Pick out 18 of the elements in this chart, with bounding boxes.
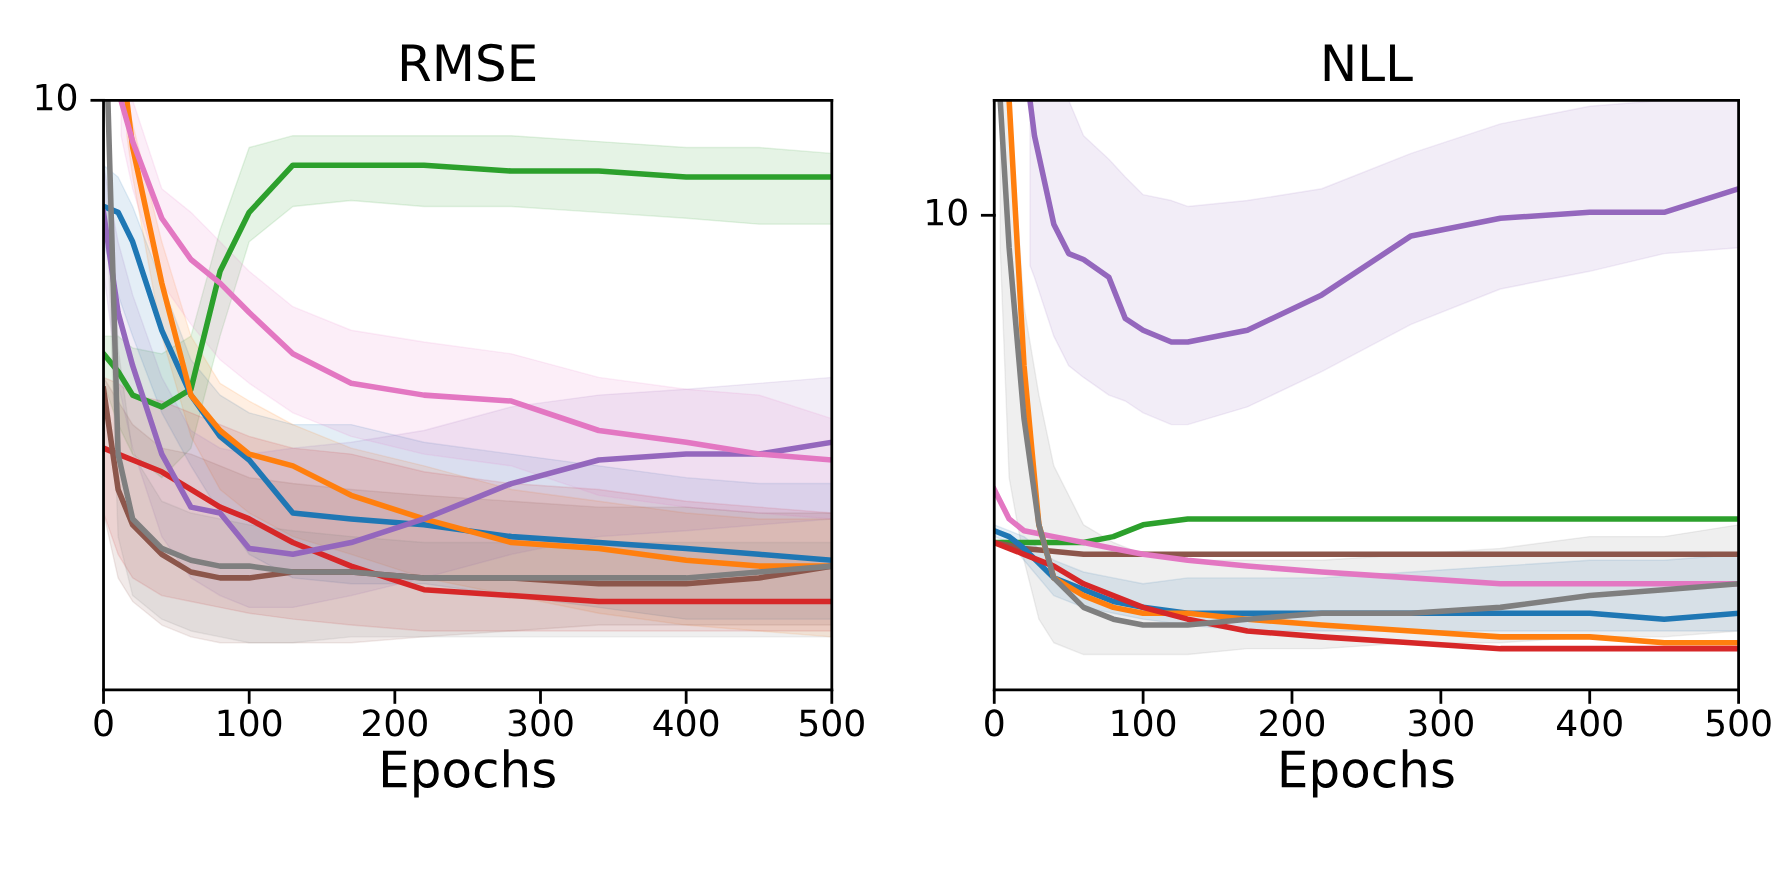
x-tick-label: 500 (1706, 709, 1771, 737)
x-tick-label: 0 (94, 709, 113, 737)
x-tick-label: 100 (1112, 709, 1176, 737)
x-tick-label: 400 (653, 709, 719, 737)
chart-title: RMSE (401, 43, 536, 82)
x-tick-label: 0 (985, 709, 1004, 737)
x-tick-label: 200 (1260, 709, 1325, 737)
x-axis-title: Epochs (383, 749, 555, 798)
chart-title: NLL (1324, 44, 1413, 81)
x-tick-label: 300 (1409, 709, 1473, 737)
x-tick-label: 400 (1557, 709, 1622, 737)
text: 10 (36, 83, 77, 111)
x-tick-label: 300 (508, 709, 573, 737)
text: 10 (927, 198, 967, 226)
x-axis-title: Epochs (1281, 749, 1454, 798)
x-tick-label: 500 (800, 709, 864, 737)
x-tick-label: 200 (363, 709, 427, 737)
x-tick-label: 100 (218, 709, 282, 737)
